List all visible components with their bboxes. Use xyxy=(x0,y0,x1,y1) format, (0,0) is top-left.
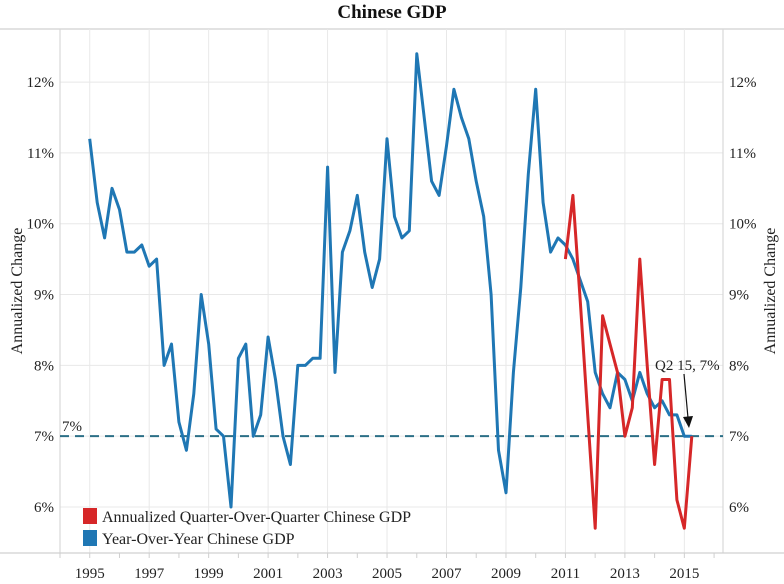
series-line xyxy=(563,193,694,530)
x-tick-label: 1999 xyxy=(194,566,224,582)
annotation-arrow-line xyxy=(683,373,689,419)
y-axis-title-left: Annualized Change xyxy=(9,228,26,355)
legend-swatch xyxy=(83,530,97,546)
x-tick-label: 2003 xyxy=(313,566,343,582)
y-tick-label-right: 6% xyxy=(729,500,749,516)
y-tick-label-left: 8% xyxy=(34,358,54,374)
chart-title: Chinese GDP xyxy=(337,2,447,23)
y-axis-title-right: Annualized Change xyxy=(762,228,779,355)
x-tick-label: 2015 xyxy=(669,566,699,582)
y-tick-label-right: 11% xyxy=(729,146,756,162)
reference-line-label: 7% xyxy=(62,419,82,435)
x-tick-label: 1997 xyxy=(134,566,165,582)
y-tick-label-right: 7% xyxy=(729,429,749,445)
x-tick-label: 2011 xyxy=(551,566,580,582)
legend-swatch xyxy=(83,508,97,524)
y-tick-label-right: 9% xyxy=(729,288,749,304)
x-tick-label: 2013 xyxy=(610,566,640,582)
x-tick-label: 2001 xyxy=(253,566,283,582)
annotation-label: Q2 15, 7% xyxy=(655,358,720,374)
legend-label: Annualized Quarter-Over-Quarter Chinese … xyxy=(102,509,411,526)
y-tick-label-right: 12% xyxy=(729,75,757,91)
y-tick-label-left: 11% xyxy=(27,146,54,162)
y-tick-label-left: 12% xyxy=(27,75,55,91)
x-tick-label: 2009 xyxy=(491,566,521,582)
y-tick-label-left: 9% xyxy=(34,288,54,304)
y-tick-label-right: 8% xyxy=(729,358,749,374)
x-tick-label: 2007 xyxy=(432,566,463,582)
series-line xyxy=(88,52,692,509)
y-tick-label-right: 10% xyxy=(729,217,757,233)
annotation-arrow-head xyxy=(683,416,693,428)
legend-label: Year-Over-Year Chinese GDP xyxy=(102,531,295,548)
x-tick-label: 1995 xyxy=(75,566,105,582)
y-tick-label-left: 6% xyxy=(34,500,54,516)
y-tick-label-left: 10% xyxy=(27,217,55,233)
y-tick-label-left: 7% xyxy=(34,429,54,445)
x-tick-label: 2005 xyxy=(372,566,402,582)
